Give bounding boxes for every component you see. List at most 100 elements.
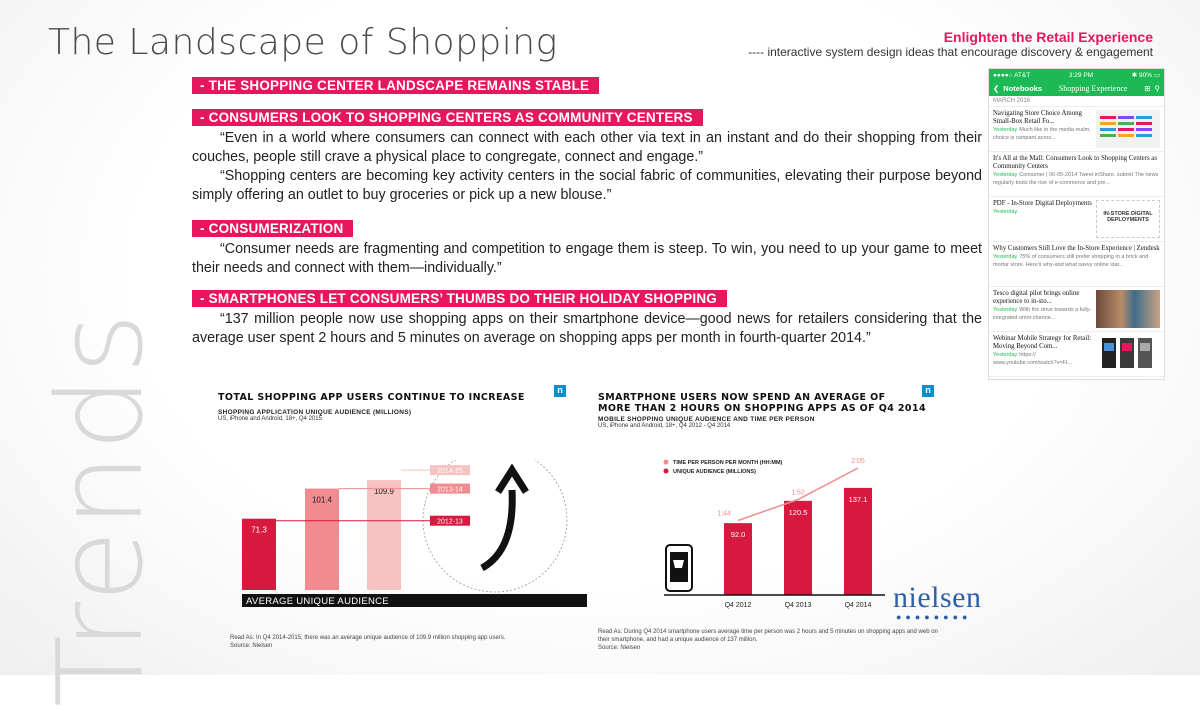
brand-title: Enlighten the Retail Experience <box>943 29 1153 45</box>
chart-left-note: Read As: In Q4 2014-2015, there was an a… <box>230 634 570 650</box>
section-heading: - SMARTPHONES LET CONSUMERS’ THUMBS DO T… <box>192 290 727 307</box>
chart-title-line-1: SMARTPHONE USERS NOW SPEND AN AVERAGE OF <box>598 392 886 403</box>
chart-right-header: SMARTPHONE USERS NOW SPEND AN AVERAGE OF… <box>598 392 938 429</box>
note-snippet: Consumer | 06-05-2014 Tweet inShare. sub… <box>993 172 1159 186</box>
note-thumbnail <box>1096 290 1160 328</box>
bar <box>844 487 872 595</box>
notebook-title: Shopping Experience <box>1058 84 1128 93</box>
category-tag-label: 2014-15 <box>437 468 463 475</box>
bar <box>367 480 401 590</box>
note-title: Navigating Store Choice Among Small-Box … <box>993 110 1082 125</box>
note-snippet: Much like in the media realm, choice is … <box>993 127 1091 141</box>
legend-marker <box>663 468 669 474</box>
legend-label: UNIQUE AUDIENCE (MILLIONS) <box>673 469 756 475</box>
note-date: Yesterday <box>993 127 1018 133</box>
bar <box>784 500 812 595</box>
side-watermark-text: Trends <box>31 310 169 708</box>
x-tick-label: Q4 2012 <box>725 602 752 609</box>
new-note-icon[interactable]: ⊞ <box>1144 84 1151 93</box>
search-icon[interactable]: ⚲ <box>1154 84 1161 93</box>
bar <box>724 523 752 595</box>
chart-subtitle: MOBILE SHOPPING UNIQUE AUDIENCE AND TIME… <box>598 416 815 423</box>
note-title: PDF - In-Store Digital Deployments <box>993 200 1092 207</box>
section-heading: - THE SHOPPING CENTER LANDSCAPE REMAINS … <box>192 77 600 94</box>
note-item[interactable]: PDF - In-Store Digital Deployments Yeste… <box>989 197 1164 242</box>
category-tag <box>430 515 470 526</box>
phone-nav-bar: ❮ Notebooks Shopping Experience ⊞ ⚲ <box>989 81 1164 96</box>
quote-paragraph: “Even in a world where consumers can con… <box>192 130 982 165</box>
category-tag-label: 2013-14 <box>437 487 463 494</box>
bar-value-label: 101.4 <box>312 496 333 505</box>
carrier-label: ●●●●○ AT&T <box>993 71 1031 79</box>
quote-paragraph: “Shopping centers are becoming key activ… <box>192 168 982 203</box>
section-heading: - CONSUMERS LOOK TO SHOPPING CENTERS AS … <box>192 109 703 126</box>
note-snippet: 75% of consumers still prefer shopping i… <box>993 254 1149 268</box>
note-date: Yesterday <box>993 209 1018 215</box>
note-item[interactable]: Navigating Store Choice Among Small-Box … <box>989 107 1164 152</box>
quote-paragraph: “137 million people now use shopping app… <box>192 311 982 346</box>
quote-paragraph: “Consumer needs are fragmenting and comp… <box>192 241 982 276</box>
nielsen-logo: nielsen <box>893 581 982 614</box>
brand-subtitle: ---- interactive system design ideas tha… <box>748 45 1153 59</box>
notebook-phone-screenshot: ●●●●○ AT&T 3:29 PM ✱ 90% ▭ ❮ Notebooks S… <box>988 68 1165 380</box>
month-header: MARCH 2016 <box>989 96 1164 107</box>
chart-subtitle-2: US, iPhone and Android, 18+, Q4 2015 <box>218 416 322 422</box>
highlight-circle <box>422 460 568 593</box>
bar-value-label: 92.0 <box>731 530 746 539</box>
chart-right-note: Read As: During Q4 2014 smartphone users… <box>598 628 938 652</box>
note-date: Yesterday <box>993 254 1018 260</box>
source-note: Source: Nielsen <box>598 645 641 651</box>
chart-left-svg: 71.3 101.4 109.9 AVERAGE UNIQUE AUDIENCE 201… <box>242 460 587 607</box>
chart-right-svg: TIME PER PERSON PER MONTH (HH:MM) UNIQUE … <box>663 458 885 609</box>
read-as-note: Read As: In Q4 2014-2015, there was an a… <box>230 635 506 641</box>
x-tick-label: Q4 2013 <box>785 602 812 609</box>
chart-subtitle: SHOPPING APPLICATION UNIQUE AUDIENCE (MI… <box>218 409 412 416</box>
bar-value-label: 109.9 <box>374 487 395 496</box>
bar-value-label: 71.3 <box>251 526 267 535</box>
x-axis-band <box>242 594 587 607</box>
nielsen-logo-dots: ●●●●●●●● <box>896 612 972 622</box>
note-item[interactable]: It's All at the Mall: Consumers Look to … <box>989 152 1164 197</box>
note-thumbnail <box>1096 110 1160 148</box>
nielsen-badge-icon: n <box>922 385 934 397</box>
note-title: Webinar Mobile Strategy for Retail: Movi… <box>993 335 1091 350</box>
nielsen-badge-icon: n <box>554 385 566 397</box>
bar-value-label: 120.5 <box>789 508 808 517</box>
note-snippet: With the drive towards a fully-integrate… <box>993 307 1092 321</box>
time-line-series <box>737 467 859 522</box>
category-tag-label: 2012-13 <box>437 519 463 526</box>
note-thumbnail: IN-STORE DIGITAL DEPLOYMENTS <box>1096 200 1160 238</box>
note-snippet: https:// www.youtube.com/watch?v=Ft... <box>993 352 1073 366</box>
legend-marker <box>663 459 669 465</box>
page-title: The Landscape of Shopping <box>48 22 558 63</box>
read-as-note: Read As: During Q4 2014 smartphone users… <box>598 629 938 643</box>
back-chevron-icon[interactable]: ❮ <box>993 84 1000 93</box>
note-date: Yesterday <box>993 352 1018 358</box>
notebooks-back-button[interactable]: Notebooks <box>1003 84 1043 93</box>
bar-value-label: 137.1 <box>849 495 868 504</box>
note-date: Yesterday <box>993 307 1018 313</box>
chart-subtitle-2: US, iPhone and Android, 18+, Q4 2012 - Q… <box>598 423 731 429</box>
section-heading: - CONSUMERIZATION <box>192 220 354 237</box>
note-title: It's All at the Mall: Consumers Look to … <box>993 155 1157 170</box>
battery-label: ✱ 90% ▭ <box>1131 72 1160 79</box>
phone-status-bar: ●●●●○ AT&T 3:29 PM ✱ 90% ▭ <box>989 69 1164 81</box>
note-item[interactable]: Why Customers Still Love the In-Store Ex… <box>989 242 1164 287</box>
x-tick-label: Q4 2014 <box>845 602 872 609</box>
x-axis-label: AVERAGE UNIQUE AUDIENCE <box>246 596 389 607</box>
bar <box>305 488 339 590</box>
chart-left-header: TOTAL SHOPPING APP USERS CONTINUE TO INC… <box>218 392 583 422</box>
source-note: Source: Nielsen <box>230 643 273 649</box>
note-item[interactable]: Webinar Mobile Strategy for Retail: Movi… <box>989 332 1164 377</box>
content-area: - THE SHOPPING CENTER LANDSCAPE REMAINS … <box>192 77 982 348</box>
category-tag <box>430 465 470 476</box>
chart-title: TOTAL SHOPPING APP USERS CONTINUE TO INC… <box>218 392 525 403</box>
note-item[interactable]: Tesco digital pilot brings online experi… <box>989 287 1164 332</box>
clock-label: 3:29 PM <box>1068 71 1094 79</box>
growth-arrow-head-icon <box>495 463 529 494</box>
note-title: Tesco digital pilot brings online experi… <box>993 290 1080 305</box>
chart-title-line-2: MORE THAN 2 HOURS ON SHOPPING APPS AS OF… <box>598 403 926 414</box>
note-thumbnail <box>1096 335 1160 373</box>
note-date: Yesterday <box>993 172 1018 178</box>
